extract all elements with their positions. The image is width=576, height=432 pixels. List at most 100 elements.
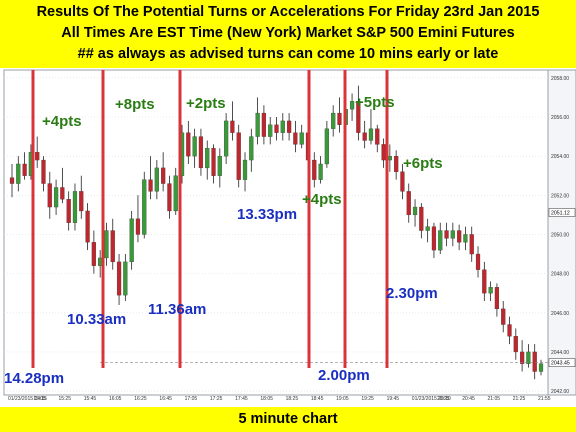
move-points-label: +6pts [403,155,443,172]
turn-time-label: 13.33pm [237,206,297,223]
candle-up [368,128,374,141]
candle-down [110,230,115,263]
candle-up [280,120,285,133]
candle-down [91,242,96,266]
candle-down [394,155,399,172]
candle-down [230,120,235,133]
candle-up [217,155,222,176]
price-tag [548,208,576,217]
price-axis [547,69,576,396]
candle-up [268,124,273,137]
candle-up [255,112,260,137]
turn-time-label: 11.36am [148,301,206,318]
y-tick-label: 2058.00 [551,76,569,82]
candle-down [286,120,292,133]
turn-time-label: 2.30pm [386,285,438,302]
x-tick-label: 01/23/2015 20:10 [412,396,451,402]
candlestick-chart: 2058.00 2056.00 2054.00 2052.00 2050.00 2048.… [3,69,576,402]
candle-up [192,136,197,157]
candle-down [337,112,342,125]
turn-time-label: 14.28pm [4,370,64,387]
candle-down [261,112,267,137]
y-tick-label: 2044.00 [551,350,569,356]
candle-down [507,324,512,337]
candle-up [450,230,455,239]
candle-down [381,144,386,161]
candle-down [431,226,437,251]
candle-up [173,175,178,212]
candle-up [16,163,21,184]
header-banner: Results Of The Potential Turns or Accele… [0,0,576,68]
candle-down [60,187,65,200]
candle-up [488,287,493,294]
y-tick-label: 2052.00 [551,193,569,199]
candle-down [513,336,518,353]
candle-down [400,171,405,192]
x-tick-label: 19:45 [387,396,400,402]
candle-down [22,163,27,176]
candle-down [494,287,500,310]
x-tick-label: 20:45 [462,396,475,402]
header-subtitle: All Times Are EST Time (New York) Market… [61,25,515,41]
x-tick-label: 17:25 [210,396,223,402]
candle-up [438,230,443,251]
x-tick-label: 15:05 [33,396,46,402]
candle-down [85,210,90,243]
candle-up [324,128,329,165]
move-points-label: +8pts [115,96,155,113]
candle-up [104,230,109,259]
x-tick-label: 18:25 [286,396,299,402]
x-tick-label: 17:05 [185,396,198,402]
candle-up [142,179,147,235]
y-tick-label: 2042.00 [551,389,569,395]
candle-down [362,132,367,141]
x-tick-label: 15:45 [84,396,97,402]
y-tick-label: 2046.00 [551,311,569,317]
candle-down [312,159,317,180]
candle-up [526,351,531,364]
x-tick-label: 17:45 [235,396,248,402]
candle-down [198,136,204,169]
candle-up [425,226,430,231]
candle-down [293,132,298,145]
x-tick-label: 18:45 [311,396,324,402]
candle-down [167,183,172,212]
header-title: Results Of The Potential Turns or Accele… [36,4,540,20]
candle-down [148,179,153,192]
candle-down [469,234,474,255]
candle-up [331,112,336,129]
candle-down [47,183,52,208]
move-points-label: +2pts [186,95,226,112]
candle-down [9,177,15,184]
x-tick-label: 16:05 [109,396,122,402]
price-tag [548,358,576,367]
chart-caption: 5 minute chart [238,411,338,427]
candle-down [35,152,40,161]
candle-down [66,199,71,223]
candle-down [41,159,46,184]
candle-up [249,136,254,161]
candle-up [349,101,355,110]
candle-up [463,234,468,243]
candle-down [356,101,361,133]
candle-down [116,261,122,296]
candle-up [129,218,134,263]
candle-up [538,363,544,372]
x-tick-label: 19:05 [336,396,349,402]
candle-up [123,261,128,296]
footer-banner: 5 minute chart [0,407,576,432]
x-tick-label: 21:25 [513,396,526,402]
turn-time-label: 2.00pm [318,367,370,384]
x-tick-label: 16:45 [159,396,172,402]
price-tag-label: 2043.45 [551,361,570,367]
candle-down [501,308,506,325]
candle-up [72,191,78,223]
y-tick-label: 2056.00 [551,115,569,121]
candle-up [205,148,210,169]
turn-time-label: 10.33am [67,311,126,328]
candle-down [135,218,141,235]
x-tick-label: 15:25 [58,396,71,402]
candle-down [520,351,525,364]
x-tick-label: 20:25 [437,396,450,402]
candle-down [186,132,191,157]
